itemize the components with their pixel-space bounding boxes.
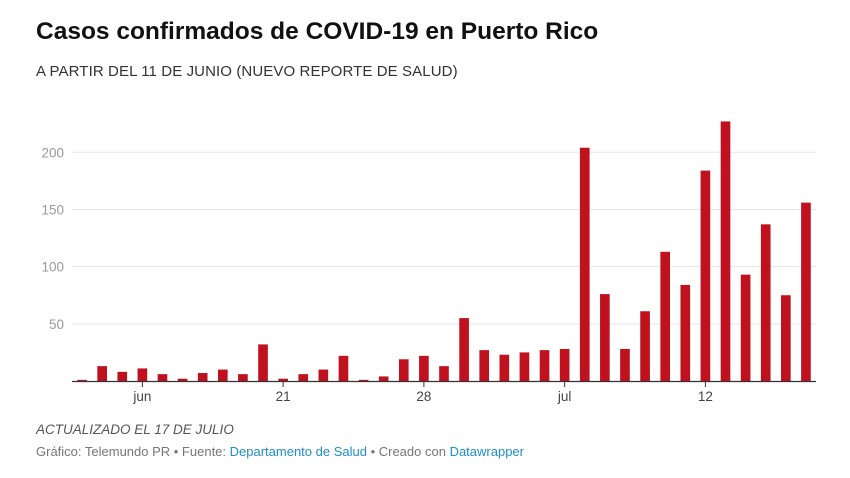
y-tick-label: 50 <box>49 317 64 332</box>
gridlines: 50 100 150 200 <box>41 145 816 332</box>
bar <box>378 376 389 381</box>
bar <box>318 369 329 381</box>
bar <box>801 202 811 381</box>
bar <box>539 350 550 381</box>
bar <box>600 294 610 381</box>
bar <box>137 368 148 381</box>
bar <box>459 318 469 381</box>
bar <box>77 379 87 381</box>
bar <box>700 170 711 381</box>
bar <box>338 355 349 381</box>
x-axis: jun 21 28 jul 12 <box>72 380 816 404</box>
x-tick-label: 12 <box>698 389 713 404</box>
bar <box>298 374 309 381</box>
bar <box>559 348 570 381</box>
bar <box>238 374 248 381</box>
bar <box>781 295 791 381</box>
datawrapper-link[interactable]: Datawrapper <box>449 444 524 459</box>
bar <box>620 348 630 381</box>
credit-prefix: Gráfico: Telemundo PR • Fuente: <box>36 444 230 459</box>
source-credit: Gráfico: Telemundo PR • Fuente: Departam… <box>36 444 524 459</box>
bar <box>439 366 449 381</box>
x-tick-label: 28 <box>416 389 431 404</box>
bar <box>479 350 490 381</box>
bar <box>740 274 751 381</box>
bar <box>660 251 671 381</box>
bar <box>720 121 731 382</box>
bar <box>398 359 409 381</box>
x-tick-label: jun <box>132 389 151 404</box>
bar <box>499 354 510 381</box>
chart-subtitle: A PARTIR DEL 11 DE JUNIO (NUEVO REPORTE … <box>36 63 458 80</box>
bar <box>177 378 188 381</box>
y-tick-label: 100 <box>41 260 64 275</box>
bar <box>640 311 650 381</box>
bar <box>760 224 771 381</box>
bar <box>97 366 107 381</box>
bar <box>358 379 369 381</box>
bar <box>197 372 208 381</box>
credit-middle: • Creado con <box>366 444 450 459</box>
bar <box>117 371 128 381</box>
bar <box>258 344 268 381</box>
chart-title: Casos confirmados de COVID-19 en Puerto … <box>36 18 599 45</box>
x-tick-label: 21 <box>276 389 291 404</box>
bar <box>680 284 691 381</box>
x-tick-label: jul <box>557 389 572 404</box>
bar <box>278 378 288 381</box>
y-tick-label: 200 <box>41 145 64 160</box>
y-tick-label: 150 <box>41 202 64 217</box>
bar <box>217 369 228 381</box>
bar <box>519 352 530 381</box>
bar <box>157 374 168 381</box>
bar <box>579 147 590 381</box>
bar <box>419 355 429 381</box>
source-link[interactable]: Departamento de Salud <box>229 444 367 459</box>
bars <box>77 121 811 382</box>
updated-note: ACTUALIZADO EL 17 DE JULIO <box>36 422 234 437</box>
